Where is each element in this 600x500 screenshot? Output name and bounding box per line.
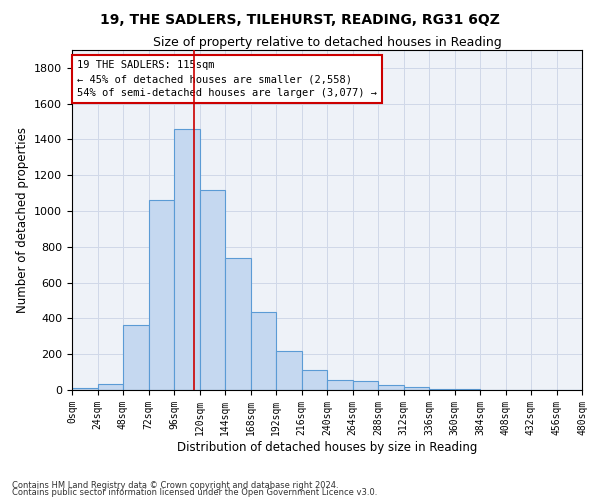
Bar — [353, 382, 378, 390]
Bar — [429, 389, 455, 390]
Bar — [225, 258, 251, 390]
Bar — [123, 324, 149, 390]
Bar — [276, 350, 302, 390]
Text: 19, THE SADLERS, TILEHURST, READING, RG31 6QZ: 19, THE SADLERS, TILEHURST, READING, RG3… — [100, 12, 500, 26]
Bar — [149, 200, 174, 390]
X-axis label: Distribution of detached houses by size in Reading: Distribution of detached houses by size … — [177, 440, 477, 454]
Bar — [378, 385, 404, 390]
Text: 19 THE SADLERS: 115sqm
← 45% of detached houses are smaller (2,558)
54% of semi-: 19 THE SADLERS: 115sqm ← 45% of detached… — [77, 60, 377, 98]
Bar — [72, 388, 97, 390]
Title: Size of property relative to detached houses in Reading: Size of property relative to detached ho… — [152, 36, 502, 49]
Bar — [174, 128, 199, 390]
Bar — [251, 312, 276, 390]
Bar — [302, 370, 327, 390]
Bar — [199, 190, 225, 390]
Bar — [97, 384, 123, 390]
Text: Contains HM Land Registry data © Crown copyright and database right 2024.: Contains HM Land Registry data © Crown c… — [12, 480, 338, 490]
Bar — [404, 387, 429, 390]
Text: Contains public sector information licensed under the Open Government Licence v3: Contains public sector information licen… — [12, 488, 377, 497]
Bar — [327, 380, 353, 390]
Y-axis label: Number of detached properties: Number of detached properties — [16, 127, 29, 313]
